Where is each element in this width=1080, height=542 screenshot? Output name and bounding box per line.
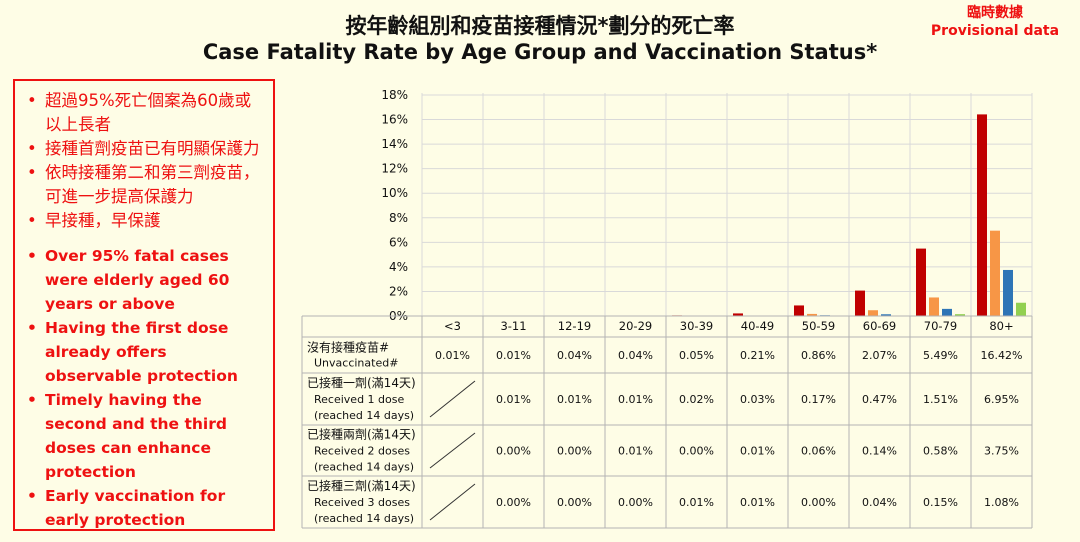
provisional-note: 臨時數據 Provisional data (920, 4, 1070, 40)
note-en-2: Having the first dose already offers obs… (25, 316, 265, 388)
note-en-3: Timely having the second and the third d… (25, 388, 265, 484)
data-label: 0.01% (740, 445, 775, 458)
category-label: 60-69 (863, 319, 896, 333)
category-label: 40-49 (741, 319, 774, 333)
bar-1 (855, 290, 865, 316)
y-tick-label: 16% (381, 113, 408, 127)
empty-cell-slash (429, 432, 476, 469)
data-label: 0.15% (923, 496, 958, 509)
series-name: Received 3 doses (314, 496, 410, 509)
bar-1 (977, 114, 987, 316)
data-label: 0.00% (496, 496, 531, 509)
category-label: 80+ (989, 319, 1013, 333)
data-label: 0.00% (496, 445, 531, 458)
data-label: 0.01% (496, 393, 531, 406)
data-label: 16.42% (981, 349, 1023, 362)
bar-2 (868, 310, 878, 316)
y-tick-label: 4% (389, 260, 408, 274)
category-label: <3 (444, 319, 461, 333)
y-tick-label: 18% (381, 88, 408, 102)
series-name: (reached 14 days) (314, 512, 414, 525)
data-label: 0.00% (618, 496, 653, 509)
data-label: 0.17% (801, 393, 836, 406)
y-tick-label: 10% (381, 186, 408, 200)
data-label: 0.00% (801, 496, 836, 509)
data-label: 0.01% (618, 393, 653, 406)
data-label: 0.02% (679, 393, 714, 406)
note-zh-4: 早接種，早保護 (25, 209, 265, 233)
data-label: 0.21% (740, 349, 775, 362)
category-label: 20-29 (619, 319, 652, 333)
bar-3 (942, 308, 952, 316)
data-label: 0.01% (679, 496, 714, 509)
bar-2 (990, 230, 1000, 316)
series-name: Received 2 doses (314, 445, 410, 458)
data-label: 0.01% (496, 349, 531, 362)
category-label: 12-19 (558, 319, 591, 333)
data-label: 0.00% (679, 445, 714, 458)
chart-title-en: Case Fatality Rate by Age Group and Vacc… (202, 40, 878, 64)
y-tick-label: 14% (381, 137, 408, 151)
data-label: 0.03% (740, 393, 775, 406)
y-tick-label: 2% (389, 284, 408, 298)
data-label: 0.01% (435, 349, 470, 362)
empty-cell-slash (429, 380, 476, 418)
series-name: 已接種兩劑(滿14天) (307, 427, 416, 442)
series-name: Received 1 dose (314, 393, 404, 406)
data-label: 0.58% (923, 445, 958, 458)
note-zh-1: 超過95%死亡個案為60歲或以上長者 (25, 89, 265, 137)
bar-2 (929, 297, 939, 316)
category-label: 70-79 (924, 319, 957, 333)
bar-4 (955, 314, 965, 316)
bar-3 (1003, 269, 1013, 316)
note-en-1: Over 95% fatal cases were elderly aged 6… (25, 244, 265, 316)
data-label: 0.06% (801, 445, 836, 458)
bar-1 (733, 313, 743, 316)
provisional-label-zh: 臨時數據 (967, 5, 1023, 21)
data-label: 0.04% (862, 496, 897, 509)
data-label: 3.75% (984, 445, 1019, 458)
data-label: 0.00% (557, 496, 592, 509)
data-label: 0.00% (557, 445, 592, 458)
note-en-4: Early vaccination for early protection (25, 484, 265, 532)
data-label: 1.51% (923, 393, 958, 406)
series-name: 沒有接種疫苗# (307, 340, 389, 355)
series-name: Unvaccinated# (314, 357, 398, 370)
data-label: 1.08% (984, 496, 1019, 509)
bar-4 (1016, 302, 1026, 316)
empty-cell-slash (429, 483, 476, 521)
data-label: 5.49% (923, 349, 958, 362)
data-label: 0.47% (862, 393, 897, 406)
bar-3 (881, 314, 891, 316)
bar-1 (794, 305, 804, 316)
data-label: 0.01% (618, 445, 653, 458)
data-label: 0.01% (557, 393, 592, 406)
series-name: 已接種一劑(滿14天) (307, 375, 416, 390)
y-tick-label: 8% (389, 211, 408, 225)
bar-1 (916, 248, 926, 316)
note-zh-2: 接種首劑疫苗已有明顯保護力 (25, 137, 265, 161)
y-tick-label: 6% (389, 235, 408, 249)
provisional-label-en: Provisional data (930, 23, 1060, 39)
series-name: (reached 14 days) (314, 461, 414, 474)
y-tick-label: 12% (381, 162, 408, 176)
data-label: 0.14% (862, 445, 897, 458)
bar-2 (807, 313, 817, 316)
data-label: 6.95% (984, 393, 1019, 406)
data-label: 0.01% (740, 496, 775, 509)
category-label: 3-11 (500, 319, 526, 333)
category-label: 30-39 (680, 319, 713, 333)
chart-title-zh: 按年齡組別和疫苗接種情況*劃分的死亡率 (345, 14, 735, 38)
data-label: 0.05% (679, 349, 714, 362)
key-messages-box: 超過95%死亡個案為60歲或以上長者 接種首劑疫苗已有明顯保護力 依時接種第二和… (13, 79, 275, 531)
category-label: 50-59 (802, 319, 835, 333)
data-label: 0.86% (801, 349, 836, 362)
data-label: 0.04% (557, 349, 592, 362)
note-zh-3: 依時接種第二和第三劑疫苗，可進一步提高保護力 (25, 161, 265, 209)
series-name: (reached 14 days) (314, 409, 414, 422)
data-label: 2.07% (862, 349, 897, 362)
data-label: 0.04% (618, 349, 653, 362)
series-name: 已接種三劑(滿14天) (307, 478, 416, 493)
